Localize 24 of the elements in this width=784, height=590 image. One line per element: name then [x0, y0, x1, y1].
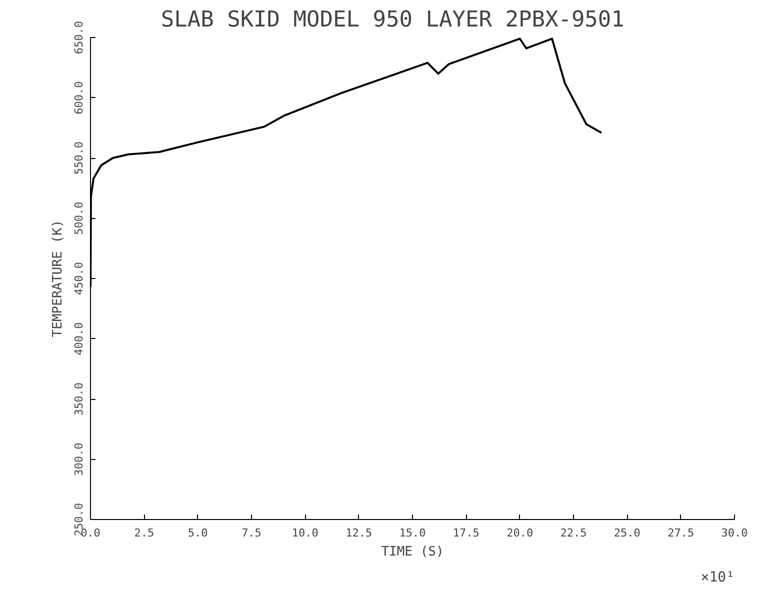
y-axis-title: TEMPERATURE (K): [50, 220, 66, 338]
x-tick-label: 10.0: [292, 526, 318, 540]
x-tick-label: 12.5: [346, 526, 372, 540]
x-tick-label: 2.5: [134, 526, 154, 540]
x-tick-label: 22.5: [560, 526, 587, 540]
x-tick-label: 30.0: [721, 526, 748, 540]
x-axis-title: TIME (S): [381, 544, 444, 560]
x-tick-label: 7.5: [242, 526, 262, 540]
x-tick-label: 27.5: [668, 526, 694, 540]
y-tick-label: 450.0: [72, 262, 86, 296]
x-tick-label: 25.0: [614, 526, 640, 540]
x-tick-label: 20.0: [506, 526, 534, 540]
x-tick-label: 17.5: [452, 526, 480, 540]
text: ×10¹: [700, 570, 735, 586]
y-tick-label: 300.0: [72, 442, 86, 476]
y-tick-label: 350.0: [72, 382, 86, 416]
y-tick-label: 550.0: [72, 141, 86, 175]
y-tick-label: 400.0: [72, 322, 86, 356]
y-tick-label: 500.0: [72, 202, 86, 235]
x-tick-label: 15.0: [399, 526, 426, 540]
x-tick-label: 5.0: [188, 526, 208, 540]
y-tick-label: 600.0: [72, 81, 86, 114]
chart-title: SLAB SKID MODEL 950 LAYER 2PBX-9501: [160, 8, 624, 32]
y-tick-label: 650.0: [72, 20, 86, 54]
